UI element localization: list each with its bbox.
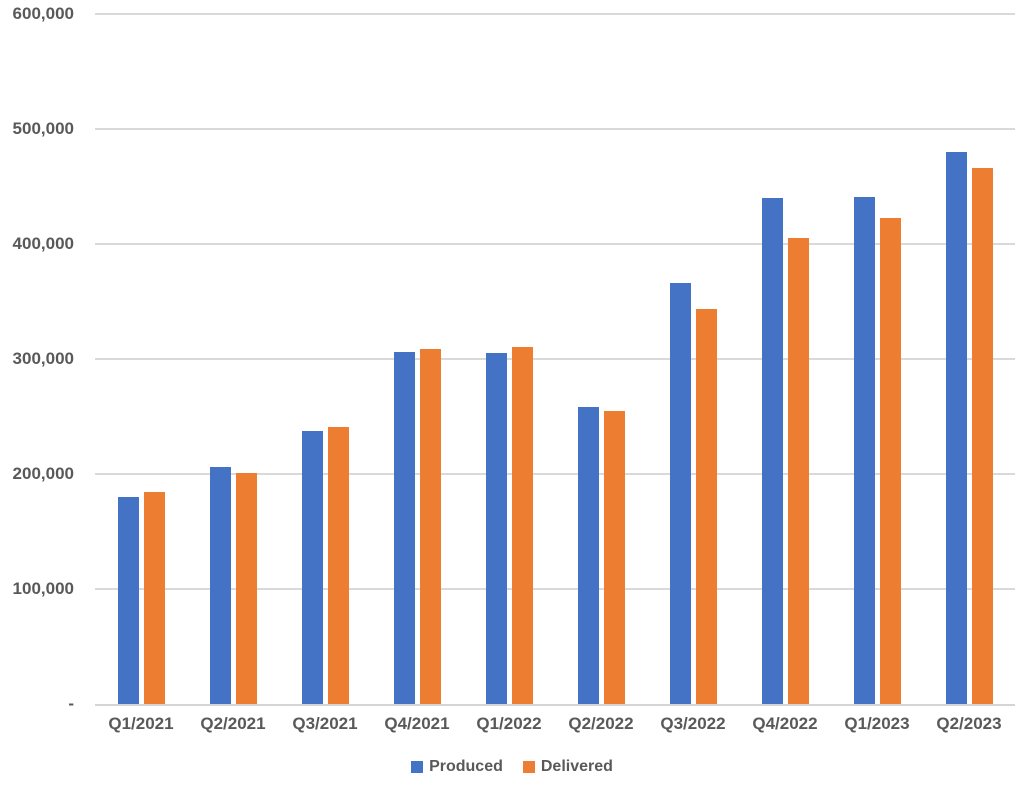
legend-label: Produced <box>429 758 503 775</box>
x-tick-label: Q3/2022 <box>660 714 726 733</box>
y-tick-label: 400,000 <box>12 234 74 253</box>
y-tick-label: 200,000 <box>12 464 74 483</box>
y-axis-tick-labels: 600,000 500,000 400,000 300,000 200,000 100,0… <box>0 0 76 720</box>
bar-delivered <box>511 347 533 704</box>
y-tick-label: 500,000 <box>12 119 74 138</box>
bar-delivered <box>235 472 257 704</box>
legend-label: Delivered <box>540 758 613 775</box>
bar-produced <box>577 406 599 704</box>
x-tick-label: Q1/2022 <box>476 714 542 733</box>
y-tick-label: 100,000 <box>12 579 74 598</box>
plot-area <box>95 13 1015 706</box>
gridline <box>95 473 1015 475</box>
bar-produced <box>301 430 323 704</box>
bar-group-q2-2022 <box>555 14 647 704</box>
x-tick-label: Q4/2022 <box>752 714 818 733</box>
bar-group-q3-2022 <box>647 14 739 704</box>
bar-group-q1-2023 <box>831 14 923 704</box>
x-tick-label: Q1/2021 <box>108 714 174 733</box>
bar-delivered <box>787 237 809 704</box>
bar-group-q2-2021 <box>187 14 279 704</box>
gridline <box>95 588 1015 590</box>
bar-delivered <box>143 491 165 704</box>
bar-delivered <box>695 308 717 704</box>
bar-delivered <box>879 217 901 704</box>
bar-group-q3-2021 <box>279 14 371 704</box>
legend-swatch-icon <box>522 761 535 773</box>
bar-group-q1-2022 <box>463 14 555 704</box>
bar-produced <box>945 152 967 704</box>
y-tick-label: 600,000 <box>12 4 74 23</box>
gridline <box>95 13 1015 15</box>
y-tick-label: - <box>68 694 74 713</box>
y-tick-label: 300,000 <box>12 349 74 368</box>
legend: Produced Delivered <box>0 754 1024 780</box>
bar-produced <box>393 352 415 704</box>
x-tick-label: Q2/2022 <box>568 714 634 733</box>
bar-group-q4-2022 <box>739 14 831 704</box>
bars-container <box>95 14 1015 704</box>
bar-group-q1-2021 <box>95 14 187 704</box>
bar-delivered <box>419 349 441 704</box>
x-tick-label: Q2/2023 <box>936 714 1002 733</box>
bar-delivered <box>327 426 349 704</box>
legend-item-delivered: Delivered <box>522 758 613 776</box>
bar-delivered <box>603 411 625 704</box>
bar-produced <box>761 198 783 704</box>
bar-produced <box>485 352 507 704</box>
bar-delivered <box>971 167 993 704</box>
bar-group-q2-2023 <box>923 14 1015 704</box>
bar-produced <box>853 197 875 704</box>
x-axis-category-labels: Q1/2021 Q2/2021 Q3/2021 Q4/2021 Q1/2022 Q2/20… <box>95 714 1015 734</box>
gridline <box>95 243 1015 245</box>
x-tick-label: Q4/2021 <box>384 714 450 733</box>
bar-produced <box>669 283 691 704</box>
bar-produced <box>117 496 139 704</box>
x-tick-label: Q2/2021 <box>200 714 266 733</box>
legend-swatch-icon <box>411 761 424 773</box>
bar-produced <box>209 466 231 704</box>
bar-group-q4-2021 <box>371 14 463 704</box>
gridline <box>95 128 1015 130</box>
x-tick-label: Q1/2023 <box>844 714 910 733</box>
x-tick-label: Q3/2021 <box>292 714 358 733</box>
gridline <box>95 358 1015 360</box>
legend-item-produced: Produced <box>411 758 503 776</box>
